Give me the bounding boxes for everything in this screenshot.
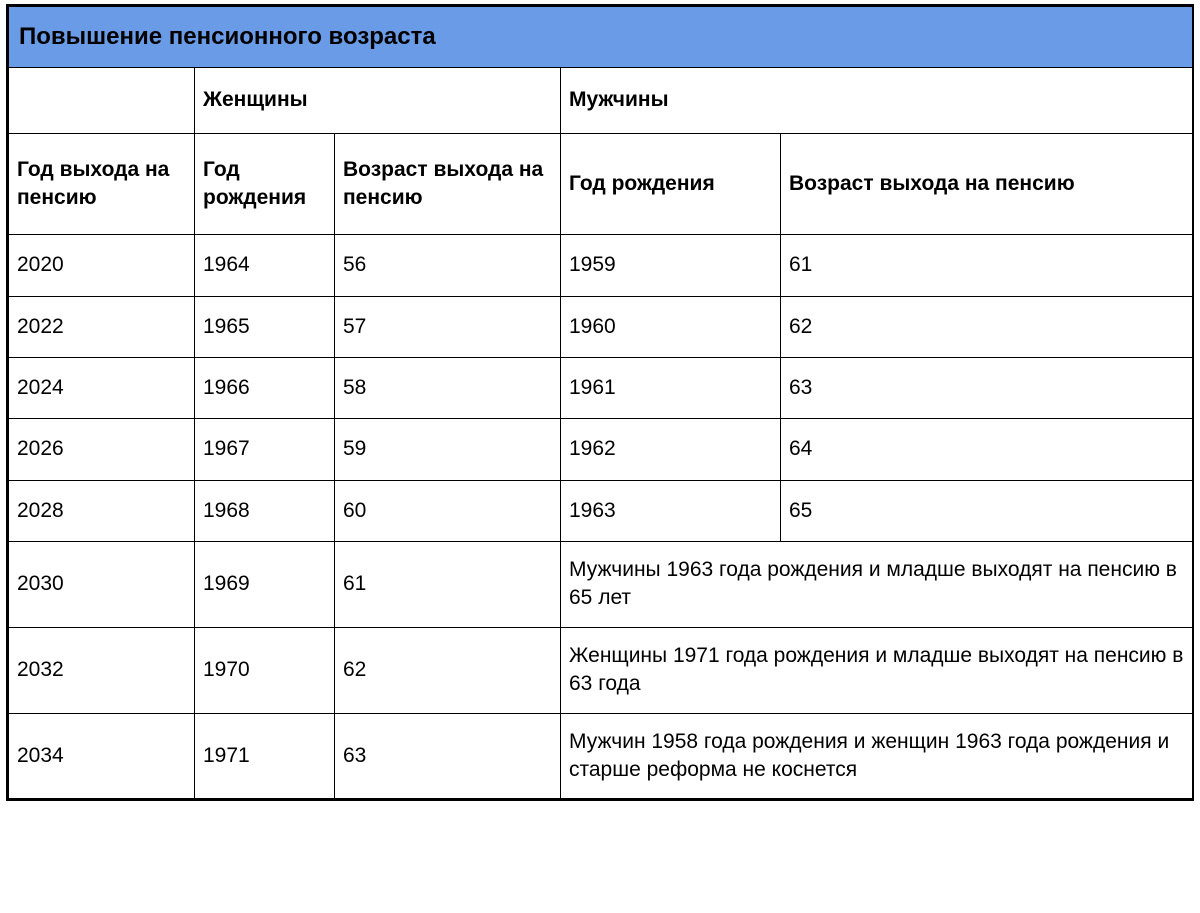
cell-men-birth: 1963 bbox=[561, 480, 781, 541]
cell-men-age: 65 bbox=[781, 480, 1193, 541]
cell-retire-year: 2020 bbox=[9, 235, 195, 296]
cell-note: Мужчин 1958 года рождения и женщин 1963 … bbox=[561, 713, 1193, 799]
cell-women-birth: 1966 bbox=[195, 358, 335, 419]
table-row: 2020 1964 56 1959 61 bbox=[9, 235, 1193, 296]
table-row: 2022 1965 57 1960 62 bbox=[9, 296, 1193, 357]
cell-retire-year: 2026 bbox=[9, 419, 195, 480]
cell-women-age: 56 bbox=[335, 235, 561, 296]
table-row: 2034 1971 63 Мужчин 1958 года рождения и… bbox=[9, 713, 1193, 799]
table-row: 2028 1968 60 1963 65 bbox=[9, 480, 1193, 541]
cell-women-age: 60 bbox=[335, 480, 561, 541]
cell-women-age: 59 bbox=[335, 419, 561, 480]
cell-women-age: 57 bbox=[335, 296, 561, 357]
cell-women-birth: 1969 bbox=[195, 542, 335, 628]
cell-retire-year: 2024 bbox=[9, 358, 195, 419]
group-header-women: Женщины bbox=[195, 68, 561, 133]
table-row: 2026 1967 59 1962 64 bbox=[9, 419, 1193, 480]
group-header-row: Женщины Мужчины bbox=[9, 68, 1193, 133]
cell-men-birth: 1959 bbox=[561, 235, 781, 296]
group-header-empty bbox=[9, 68, 195, 133]
table-title: Повышение пенсионного возраста bbox=[9, 7, 1193, 68]
cell-men-birth: 1960 bbox=[561, 296, 781, 357]
cell-women-age: 58 bbox=[335, 358, 561, 419]
table-row: 2032 1970 62 Женщины 1971 года рождения … bbox=[9, 627, 1193, 713]
pension-age-table-container: Повышение пенсионного возраста Женщины М… bbox=[6, 4, 1194, 801]
cell-men-age: 64 bbox=[781, 419, 1193, 480]
col-header-men-birth: Год рождения bbox=[561, 133, 781, 235]
col-header-retire-year: Год выхода на пенсию bbox=[9, 133, 195, 235]
pension-age-table: Повышение пенсионного возраста Женщины М… bbox=[8, 6, 1193, 799]
cell-women-birth: 1967 bbox=[195, 419, 335, 480]
col-header-men-age: Возраст выхода на пенсию bbox=[781, 133, 1193, 235]
group-header-men: Мужчины bbox=[561, 68, 1193, 133]
cell-note: Мужчины 1963 года рождения и младше выхо… bbox=[561, 542, 1193, 628]
cell-men-birth: 1961 bbox=[561, 358, 781, 419]
cell-women-birth: 1964 bbox=[195, 235, 335, 296]
cell-women-age: 62 bbox=[335, 627, 561, 713]
cell-women-birth: 1965 bbox=[195, 296, 335, 357]
cell-men-age: 63 bbox=[781, 358, 1193, 419]
cell-women-age: 61 bbox=[335, 542, 561, 628]
col-header-women-age: Возраст выхода на пенсию bbox=[335, 133, 561, 235]
column-header-row: Год выхода на пенсию Год рождения Возрас… bbox=[9, 133, 1193, 235]
table-row: 2030 1969 61 Мужчины 1963 года рождения … bbox=[9, 542, 1193, 628]
cell-men-birth: 1962 bbox=[561, 419, 781, 480]
cell-women-birth: 1970 bbox=[195, 627, 335, 713]
cell-retire-year: 2034 bbox=[9, 713, 195, 799]
table-row: 2024 1966 58 1961 63 bbox=[9, 358, 1193, 419]
cell-retire-year: 2028 bbox=[9, 480, 195, 541]
cell-women-birth: 1968 bbox=[195, 480, 335, 541]
cell-note: Женщины 1971 года рождения и младше выхо… bbox=[561, 627, 1193, 713]
title-row: Повышение пенсионного возраста bbox=[9, 7, 1193, 68]
cell-women-birth: 1971 bbox=[195, 713, 335, 799]
cell-retire-year: 2022 bbox=[9, 296, 195, 357]
cell-retire-year: 2032 bbox=[9, 627, 195, 713]
cell-men-age: 62 bbox=[781, 296, 1193, 357]
col-header-women-birth: Год рождения bbox=[195, 133, 335, 235]
cell-women-age: 63 bbox=[335, 713, 561, 799]
cell-men-age: 61 bbox=[781, 235, 1193, 296]
cell-retire-year: 2030 bbox=[9, 542, 195, 628]
